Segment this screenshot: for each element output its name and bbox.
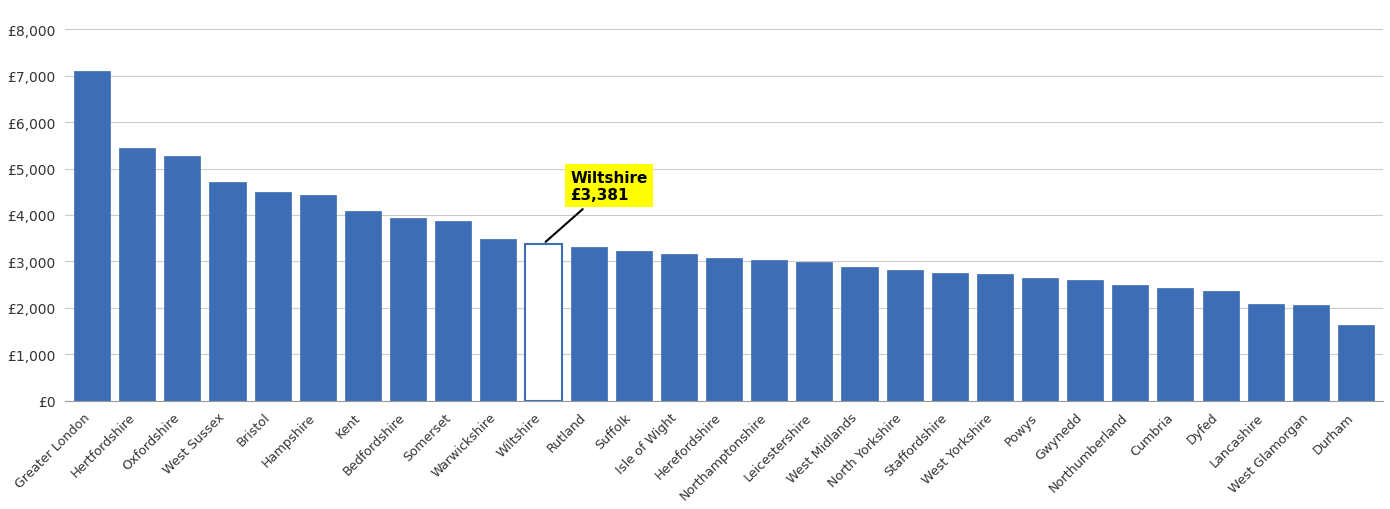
Text: Wiltshire
£3,381: Wiltshire £3,381 bbox=[546, 170, 648, 242]
Bar bbox=[254, 192, 291, 401]
Bar bbox=[931, 273, 967, 401]
Bar bbox=[751, 261, 787, 401]
Bar bbox=[616, 252, 652, 401]
Bar bbox=[435, 221, 471, 401]
Bar bbox=[1068, 281, 1104, 401]
Bar bbox=[210, 182, 246, 401]
Bar bbox=[164, 157, 200, 401]
Bar bbox=[1158, 288, 1194, 401]
Bar bbox=[120, 148, 156, 401]
Bar bbox=[1202, 291, 1238, 401]
Bar bbox=[345, 212, 381, 401]
Bar bbox=[1248, 304, 1284, 401]
Bar bbox=[74, 72, 110, 401]
Bar bbox=[1293, 305, 1329, 401]
Bar bbox=[300, 195, 336, 401]
Bar bbox=[977, 275, 1013, 401]
Bar bbox=[525, 244, 562, 401]
Bar bbox=[887, 270, 923, 401]
Bar bbox=[706, 258, 742, 401]
Bar bbox=[841, 268, 877, 401]
Bar bbox=[796, 262, 833, 401]
Bar bbox=[570, 248, 606, 401]
Bar bbox=[1022, 278, 1058, 401]
Bar bbox=[660, 254, 696, 401]
Bar bbox=[1339, 325, 1375, 401]
Bar bbox=[481, 239, 517, 401]
Bar bbox=[391, 219, 427, 401]
Bar bbox=[1112, 285, 1148, 401]
